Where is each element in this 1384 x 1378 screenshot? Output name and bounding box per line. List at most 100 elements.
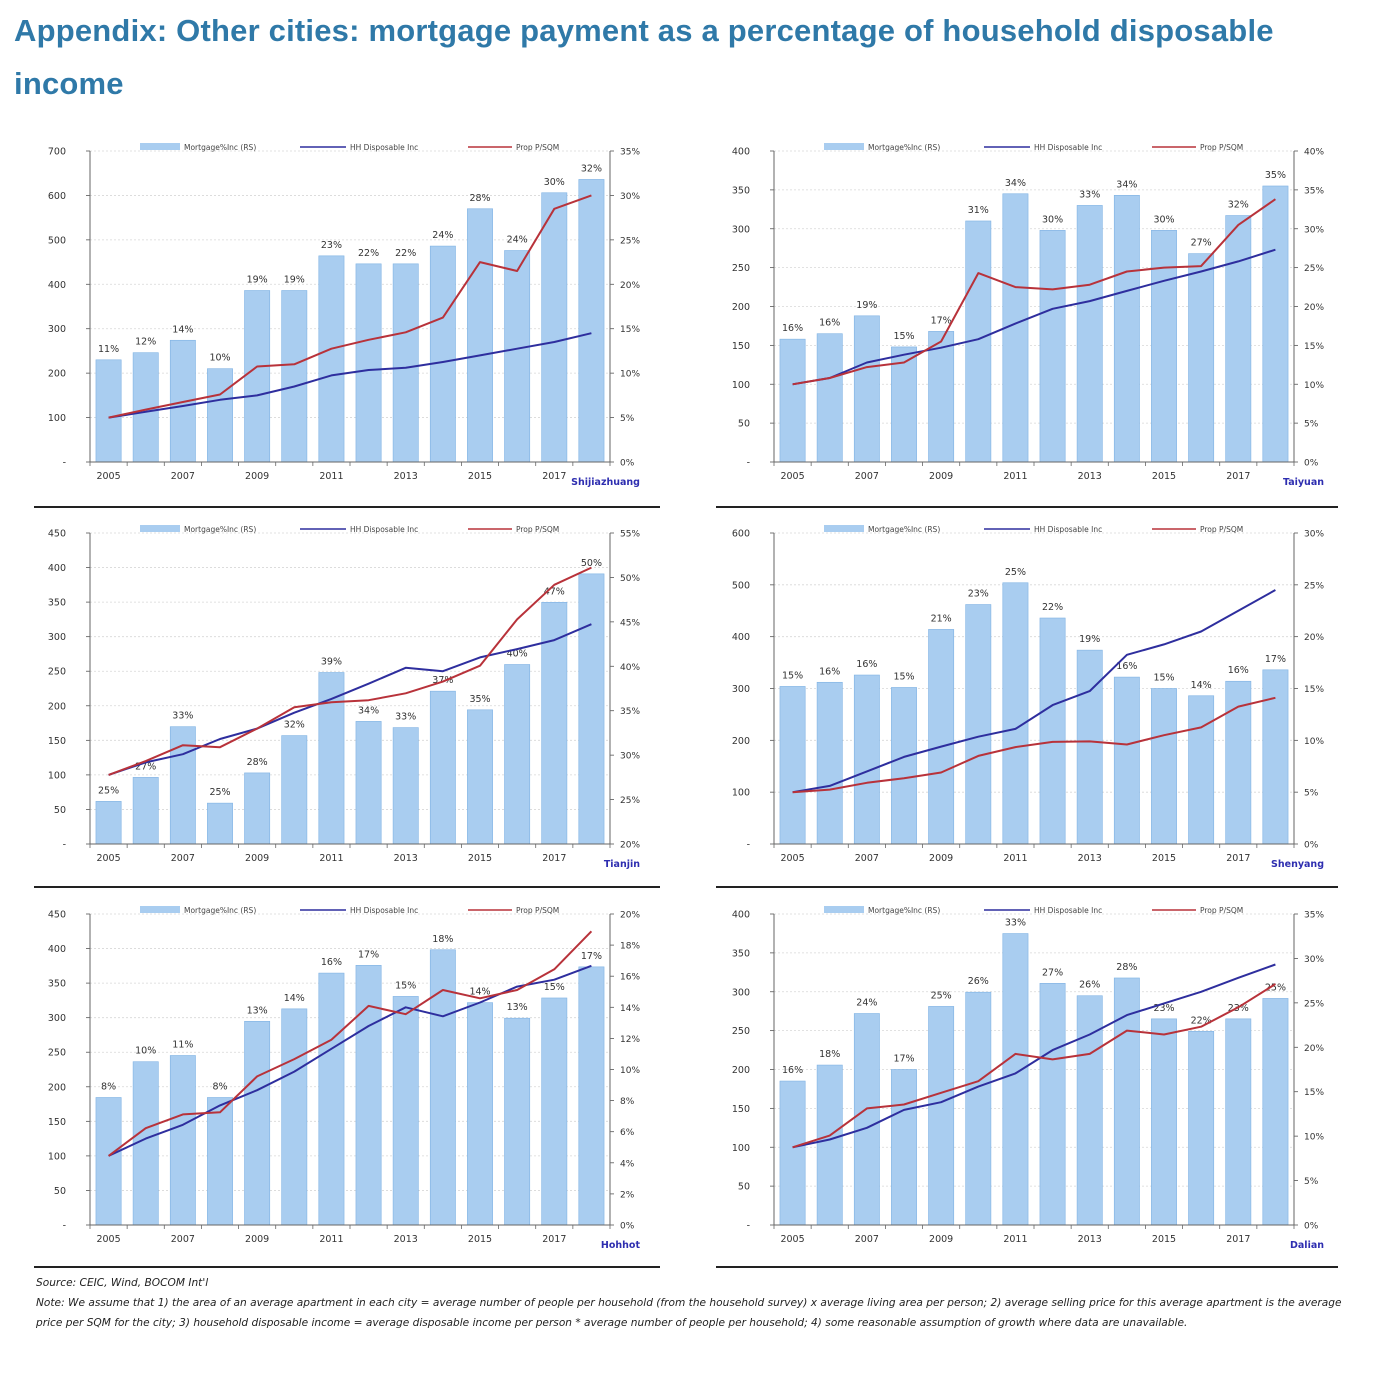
legend-prop-label: Prop P/SQM (516, 525, 559, 534)
right-tick-label: 10% (620, 370, 640, 380)
left-tick-label: 300 (732, 224, 750, 235)
bar-data-label: 16% (782, 323, 803, 334)
separator-right-2 (716, 886, 1338, 888)
chart-svg: - 50 100 150 200 250 300 350 400 0% 5% 10% 15% 20% 25%… (732, 143, 1324, 488)
x-tick-label: 2017 (542, 471, 566, 482)
left-tick-label: 400 (48, 944, 66, 955)
left-tick-label: 200 (48, 1082, 66, 1093)
bar (541, 602, 568, 845)
right-tick-label: 0% (1304, 1222, 1319, 1232)
right-tick-label: 8% (620, 1097, 635, 1107)
bar (207, 368, 233, 463)
left-tick-label: 350 (732, 185, 750, 196)
x-tick-label: 2017 (1226, 1234, 1250, 1245)
bar (891, 1069, 917, 1226)
left-tick-label: 300 (732, 684, 750, 695)
bar (95, 359, 122, 463)
legend-hh-label: HH Disposable Inc (350, 525, 418, 534)
x-tick-label: 2015 (1152, 853, 1176, 864)
left-tick-label: 150 (48, 1117, 66, 1128)
bar-data-label: 22% (358, 248, 379, 259)
bar (816, 1064, 843, 1226)
left-tick-label: 300 (48, 632, 66, 643)
right-tick-label: 25% (1304, 581, 1324, 591)
x-tick-label: 2011 (319, 853, 343, 864)
chart-svg: - 100 200 300 400 500 600 0% 5% 10% 15% 20% 25% 30% 15… (732, 525, 1324, 870)
assumption-note: Note: We assume that 1) the area of an a… (36, 1297, 1342, 1329)
bar (1262, 998, 1289, 1226)
x-tick-label: 2015 (468, 1234, 492, 1245)
bar (853, 1013, 880, 1226)
bar (1039, 983, 1066, 1226)
left-tick-label: 250 (48, 667, 66, 678)
bar-data-label: 12% (135, 337, 156, 348)
bar-data-label: 39% (321, 657, 342, 668)
bar (318, 255, 345, 463)
legend-bar-label: Mortgage%Inc (RS) (184, 906, 256, 915)
right-tick-label: 0% (620, 1222, 635, 1232)
right-tick-label: 4% (620, 1159, 635, 1169)
bar (1188, 695, 1215, 845)
right-tick-label: 30% (1304, 530, 1324, 540)
bar (244, 1020, 271, 1226)
right-tick-label: 0% (620, 459, 635, 469)
bar (1113, 676, 1140, 845)
page-title: Appendix: Other cities: mortgage payment… (14, 13, 1274, 101)
city-label: Tianjin (604, 859, 640, 870)
right-tick-label: 20% (620, 841, 640, 851)
right-tick-label: 2% (620, 1190, 635, 1200)
legend-prop-label: Prop P/SQM (1200, 525, 1243, 534)
right-tick-label: 40% (1304, 148, 1324, 158)
bar (779, 1080, 806, 1226)
right-tick-label: 0% (1304, 841, 1319, 851)
separator-left-1 (34, 506, 660, 508)
left-tick-label: 350 (48, 598, 66, 609)
bar (578, 966, 605, 1226)
x-tick-label: 2007 (171, 471, 195, 482)
legend-bar-label: Mortgage%Inc (RS) (868, 143, 940, 152)
right-tick-label: 5% (1304, 789, 1319, 799)
prop-price-line (108, 566, 592, 776)
bar (355, 721, 382, 845)
prop-price-line (792, 198, 1276, 386)
right-tick-label: 10% (620, 1066, 640, 1076)
right-tick-label: 25% (620, 796, 640, 806)
bar-data-label: 34% (1005, 178, 1026, 189)
x-tick-label: 2005 (780, 1234, 804, 1245)
bar-data-label: 23% (321, 240, 342, 251)
right-tick-label: 20% (1304, 303, 1324, 313)
bar-data-label: 17% (581, 951, 602, 962)
bar (1151, 1018, 1177, 1226)
bar-data-label: 16% (1116, 661, 1137, 672)
separator-left-2 (34, 886, 660, 888)
x-tick-label: 2015 (468, 853, 492, 864)
left-tick-label: 350 (732, 948, 750, 959)
chart-svg: - 50 100 150 200 250 300 350 400 0% 5% 10% 15% 20% 25%… (732, 906, 1324, 1251)
left-tick-label: 150 (732, 341, 750, 352)
bar-data-label: 28% (247, 757, 268, 768)
bar-data-label: 17% (358, 949, 379, 960)
left-tick-label: 350 (48, 979, 66, 990)
hh-disposable-income-line (792, 248, 1276, 386)
bar-data-label: 30% (1153, 214, 1174, 225)
left-tick-label: 300 (48, 324, 66, 335)
bar-data-label: 15% (782, 670, 803, 681)
left-tick-label: 600 (732, 529, 750, 540)
bar-data-label: 14% (172, 324, 193, 335)
bar (95, 1097, 122, 1226)
city-label: Shijiazhuang (571, 477, 640, 488)
x-tick-label: 2009 (929, 853, 953, 864)
left-tick-label: 300 (732, 987, 750, 998)
left-tick-label: 50 (54, 805, 66, 816)
bar-data-label: 8% (212, 1081, 227, 1092)
bar (392, 263, 419, 463)
x-tick-label: 2011 (319, 1234, 343, 1245)
prop-price-line (108, 194, 592, 419)
right-tick-label: 25% (620, 236, 640, 246)
legend-bar-label: Mortgage%Inc (RS) (184, 143, 256, 152)
hh-disposable-income-line (792, 589, 1276, 794)
left-tick-label: 500 (732, 580, 750, 591)
left-tick-label: - (747, 840, 750, 851)
bar-data-label: 31% (968, 205, 989, 216)
bar-data-label: 13% (507, 1002, 528, 1013)
